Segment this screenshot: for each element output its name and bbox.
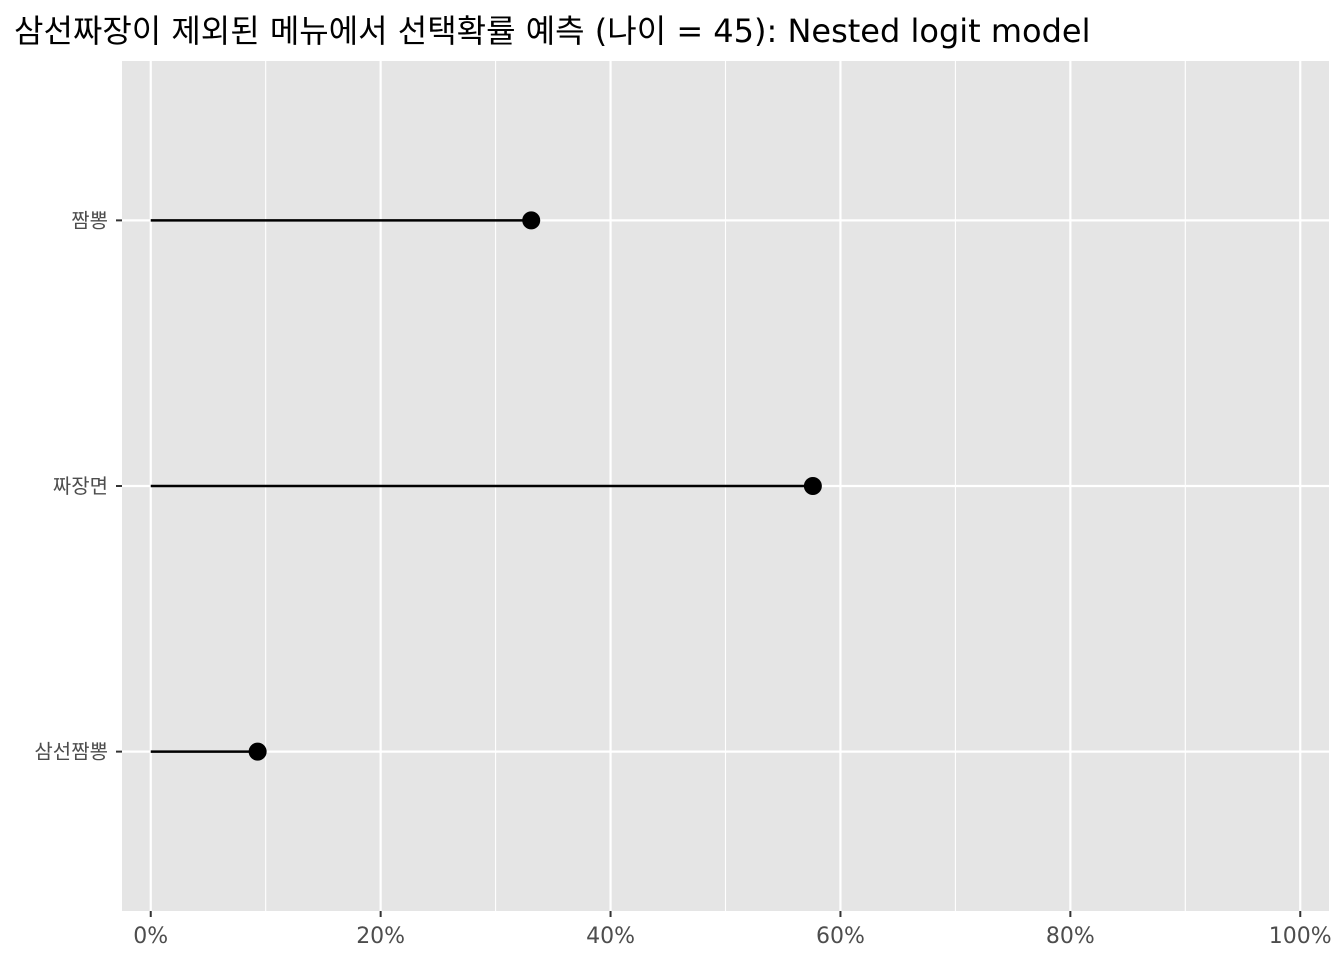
x-tick-label: 80%: [1046, 924, 1095, 949]
y-tick-label: 짬뽕: [71, 208, 108, 232]
data-marks: [150, 211, 822, 761]
x-tick-label: 0%: [133, 924, 168, 949]
x-tick-label: 100%: [1269, 924, 1332, 949]
lollipop-point: [522, 211, 541, 230]
chart-title: 삼선짜장이 제외된 메뉴에서 선택확률 예측 (나이 = 45): Nested…: [14, 12, 1091, 50]
x-tick-label: 60%: [816, 924, 865, 949]
x-tick-label: 40%: [586, 924, 635, 949]
lollipop-point: [248, 742, 267, 761]
lollipop-point: [803, 477, 822, 495]
y-tick-label: 삼선짬뽕: [34, 740, 108, 764]
x-axis: 0% 20% 40% 60% 80% 100%: [133, 911, 1332, 949]
x-tick-label: 20%: [356, 924, 405, 949]
y-tick-label: 짜장면: [53, 474, 108, 498]
